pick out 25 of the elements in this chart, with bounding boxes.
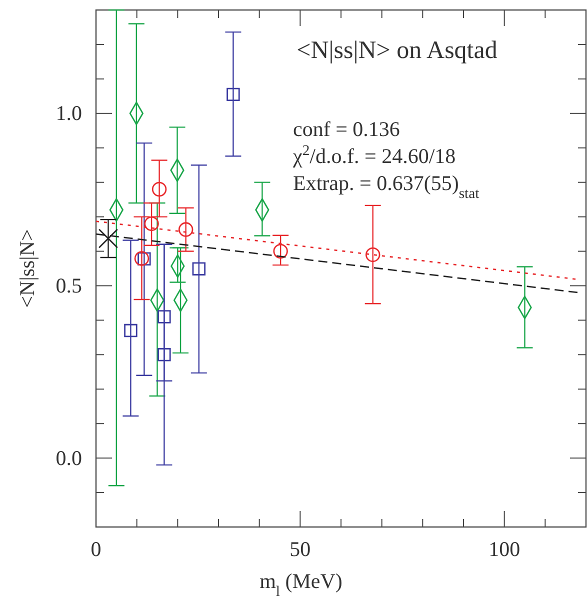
- y-tick-label: 0.5: [56, 273, 82, 298]
- point: [138, 252, 151, 266]
- annotation: Extrap. = 0.637(55)$_{stat}$: [293, 171, 480, 202]
- point: [273, 244, 288, 259]
- point: [152, 182, 167, 197]
- point: [144, 216, 159, 232]
- y-tick-label: 1.0: [56, 101, 82, 126]
- x-axis-title: m$_{l}$ (MeV): [260, 569, 342, 598]
- point: [178, 222, 194, 237]
- y-tick-label: 0.0: [56, 446, 82, 470]
- point: [124, 324, 138, 338]
- point: [158, 348, 171, 362]
- point: [192, 262, 206, 276]
- point: [98, 228, 118, 248]
- point: [226, 88, 240, 102]
- annotation: χ$^{2}$/d.o.f. = 24.60/18: [292, 143, 456, 168]
- text: <N|ss|N> on Asqtad: [296, 37, 498, 64]
- y-axis-title: <N|ss|N>: [15, 229, 39, 308]
- point: [134, 251, 150, 266]
- point: [365, 247, 380, 262]
- x-tick-label: 50: [290, 536, 311, 561]
- x-tick-label: 0: [90, 536, 102, 561]
- x-tick-label: 100: [488, 536, 520, 561]
- point: [158, 310, 171, 324]
- annotation: conf = 0.136: [293, 117, 400, 141]
